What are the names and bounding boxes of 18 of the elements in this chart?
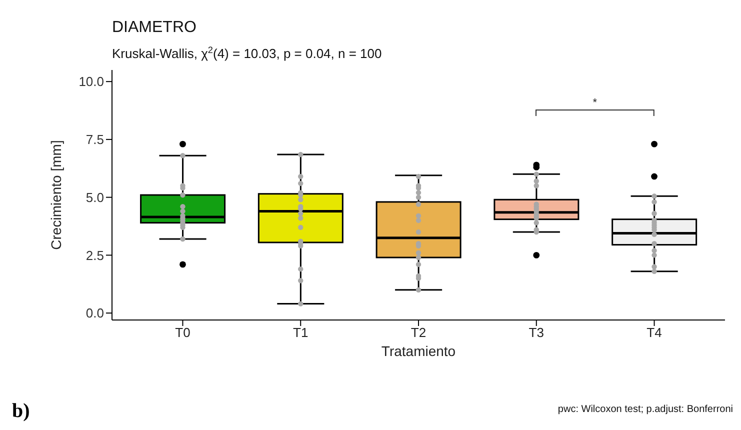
x-tick-label: T2 <box>410 325 426 340</box>
y-tick-label: 7.5 <box>86 132 104 148</box>
y-tick-label: 5.0 <box>86 190 104 205</box>
x-tick-label: T4 <box>646 325 662 340</box>
chart-subtitle: Kruskal-Wallis, χ$^{2}$(4) = 10.03, p = 0.04, n = 100 <box>112 45 382 61</box>
x-tick-label: T3 <box>528 325 544 340</box>
text: b) <box>12 400 30 423</box>
text: pwc: Wilcoxon test; p.adjust: Bonferroni <box>558 404 733 415</box>
y-tick-label: 0.0 <box>86 306 104 321</box>
y-tick-label: 2.5 <box>86 248 104 263</box>
x-tick-label: T0 <box>175 325 190 340</box>
x-axis-title: Tratamiento <box>381 343 456 359</box>
y-tick-label: 10.0 <box>78 74 104 90</box>
annotation: * <box>593 97 598 110</box>
significance-bracket: * <box>535 94 656 118</box>
chart-title: DIAMETRO <box>112 19 196 36</box>
y-axis-title: Crecimiento [mm] <box>48 140 64 250</box>
x-tick-label: T1 <box>293 325 308 340</box>
